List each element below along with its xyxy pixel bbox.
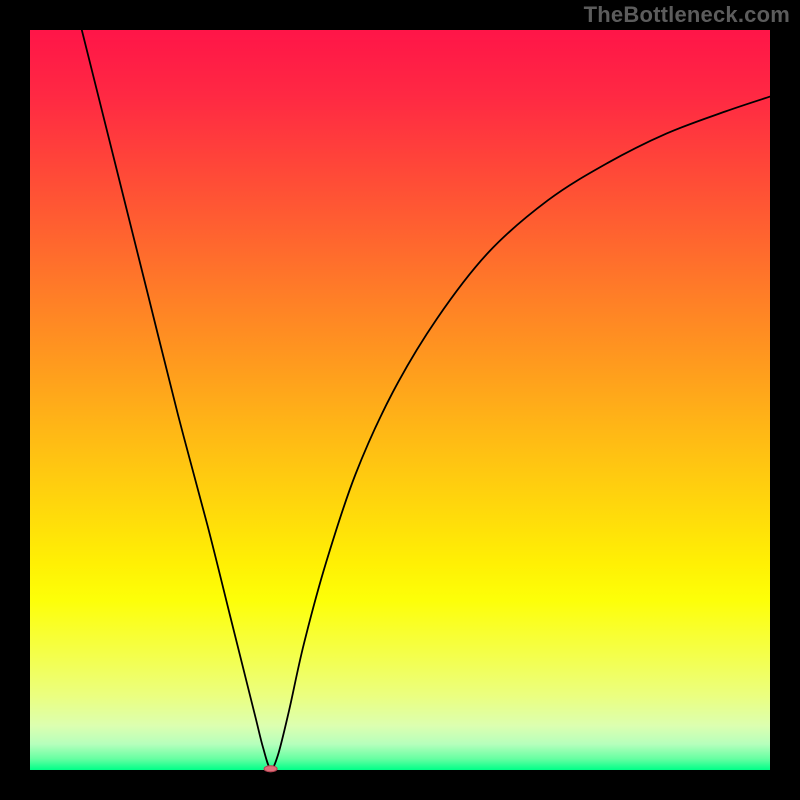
chart-frame: TheBottleneck.com	[0, 0, 800, 800]
curve-svg	[30, 30, 770, 770]
watermark-label: TheBottleneck.com	[584, 2, 790, 28]
optimum-marker	[263, 765, 278, 772]
bottleneck-curve	[82, 30, 770, 769]
plot-area	[30, 30, 770, 770]
